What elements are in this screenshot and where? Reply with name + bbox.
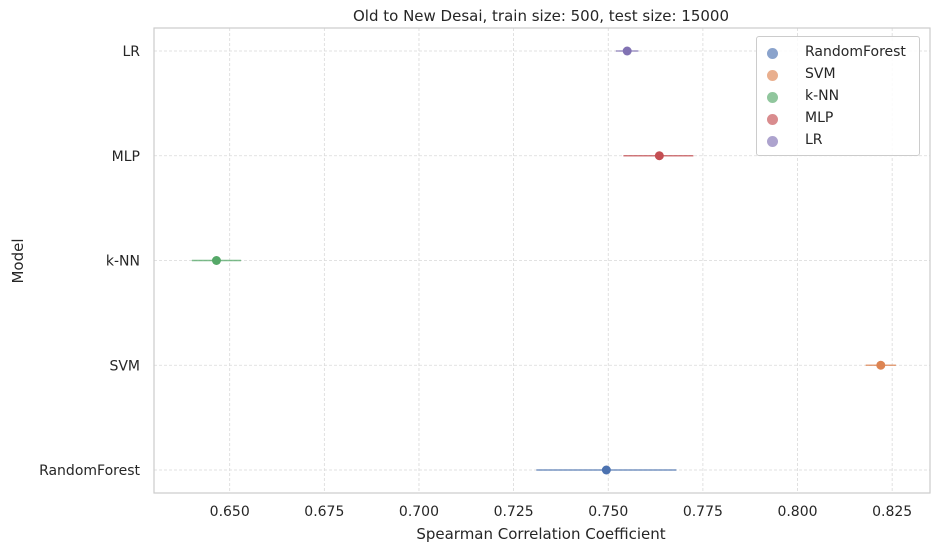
data-point	[876, 360, 886, 370]
x-tick-label: 0.675	[304, 504, 344, 520]
x-tick-label: 0.775	[683, 504, 723, 520]
x-tick-labels: 0.650 0.675 0.700 0.725 0.750 0.775 0.800 0.825	[210, 504, 913, 520]
data-point	[211, 256, 221, 265]
legend-item: LR	[757, 131, 919, 153]
legend-marker	[767, 114, 778, 125]
chart-title: Old to New Desai, train size: 500, test …	[353, 7, 729, 25]
legend-label: MLP	[805, 110, 834, 126]
x-tick-label: 0.825	[872, 504, 912, 520]
x-tick-label: 0.700	[399, 504, 439, 520]
legend-item: k-NN	[757, 87, 919, 109]
legend-item: SVM	[757, 65, 919, 87]
legend-label: k-NN	[805, 88, 840, 104]
x-tick-label: 0.650	[210, 504, 250, 520]
legend-marker	[767, 48, 778, 59]
y-axis-label: Model	[9, 238, 27, 283]
x-tick-label: 0.750	[588, 504, 628, 520]
x-axis-label: Spearman Correlation Coefficient	[416, 525, 665, 543]
plot-frame	[153, 27, 931, 494]
legend-label: LR	[805, 132, 823, 148]
legend-label: SVM	[805, 66, 836, 82]
x-tick-label: 0.725	[494, 504, 534, 520]
legend-marker	[767, 92, 778, 103]
legend-item: MLP	[757, 109, 919, 131]
legend-marker	[767, 136, 778, 147]
data-point	[654, 151, 664, 161]
legend-item: RandomForest	[757, 43, 919, 65]
y-tick-label: SVM	[109, 358, 140, 374]
y-tick-label: LR	[122, 44, 140, 60]
data-point	[622, 46, 632, 56]
y-tick-label: RandomForest	[39, 463, 140, 479]
x-tick-label: 0.800	[777, 504, 817, 520]
legend-label: RandomForest	[805, 44, 906, 60]
data-marks	[191, 46, 896, 475]
legend: RandomForest SVM k-NN MLP LR	[756, 36, 920, 156]
legend-marker	[767, 70, 778, 81]
y-tick-labels: RandomForest SVM k-NN MLP LR	[39, 44, 140, 479]
y-tick-label: k-NN	[106, 254, 140, 270]
y-tick-label: MLP	[112, 149, 140, 165]
data-point	[601, 465, 611, 475]
